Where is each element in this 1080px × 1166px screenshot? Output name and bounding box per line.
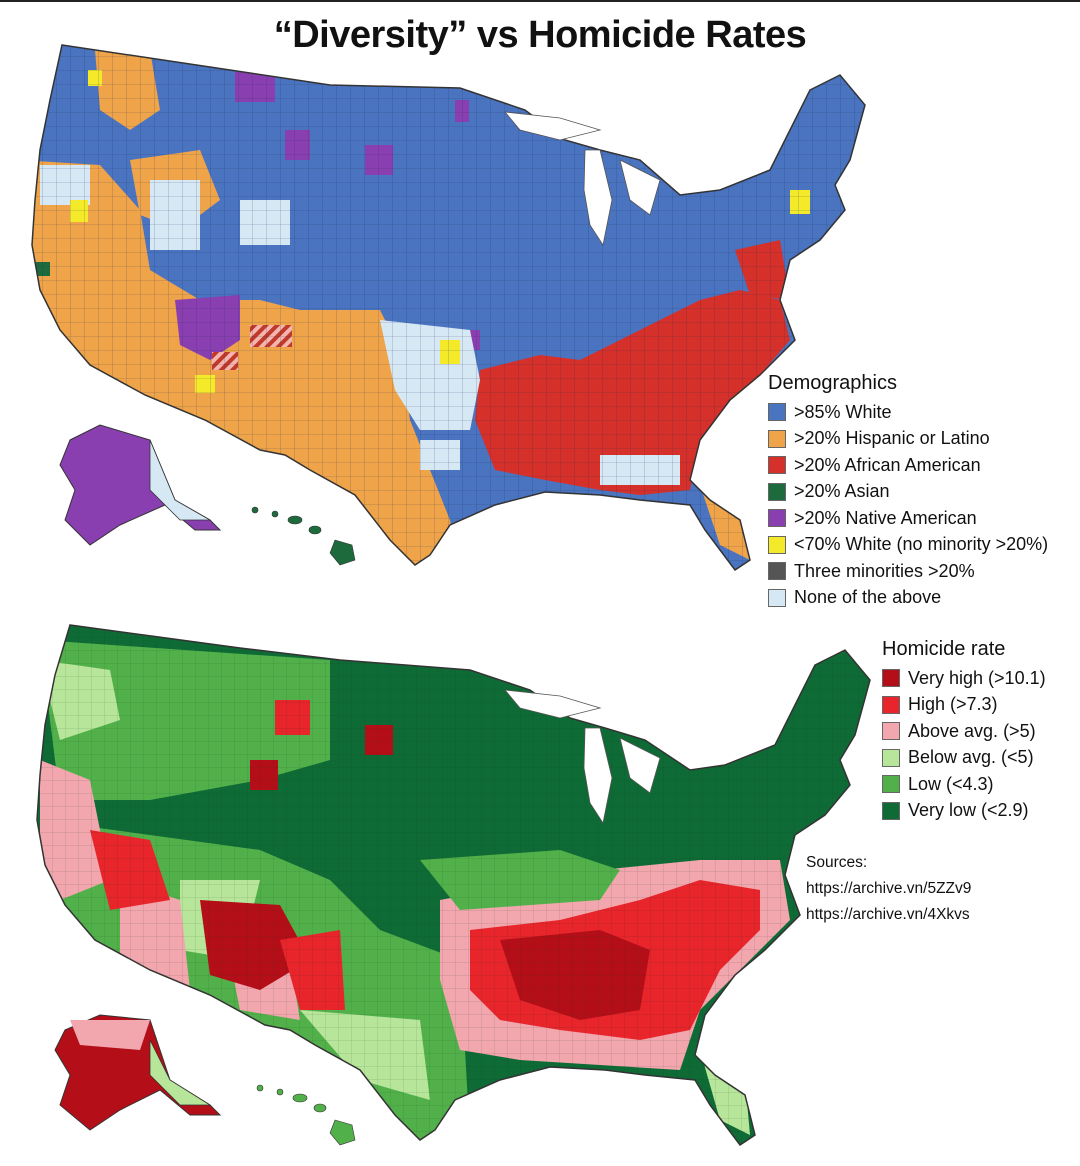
lake-huron-bottom	[619, 737, 661, 794]
legend-label: >85% White	[794, 401, 892, 422]
legend-item-very-high: Very high (>10.1)	[882, 665, 1046, 692]
hawaii	[251, 506, 356, 566]
legend-swatch	[768, 562, 786, 581]
legend-swatch	[882, 722, 900, 741]
source-link[interactable]: https://archive.vn/5ZZv9	[806, 880, 972, 897]
lake-superior-bottom	[504, 689, 602, 719]
sources-block: Sources: https://archive.vn/5ZZv9 https:…	[806, 850, 971, 928]
legend-label: Very low (<2.9)	[908, 800, 1029, 821]
legend-label: >20% African American	[794, 454, 981, 475]
legend-label: Very high (>10.1)	[908, 667, 1046, 688]
legend-item-asian: >20% Asian	[768, 479, 1048, 506]
homicide-legend: Homicide rate Very high (>10.1) High (>7…	[882, 638, 1046, 824]
hawaii-bottom	[256, 1084, 356, 1146]
legend-label: Three minorities >20%	[794, 560, 975, 581]
legend-swatch	[768, 535, 786, 554]
legend-swatch	[768, 403, 786, 422]
legend-item-white: >85% White	[768, 399, 1048, 426]
legend-label: Below avg. (<5)	[908, 747, 1034, 768]
homicide-map	[36, 624, 871, 1146]
legend-swatch	[882, 801, 900, 820]
lake-superior	[504, 111, 602, 141]
legend-swatch	[768, 482, 786, 501]
legend-swatch	[882, 669, 900, 688]
legend-item-below-avg: Below avg. (<5)	[882, 745, 1046, 772]
alaska	[59, 424, 222, 546]
legend-swatch	[768, 588, 786, 607]
homicide-legend-title: Homicide rate	[882, 638, 1006, 660]
legend-label: >20% Hispanic or Latino	[794, 428, 990, 449]
alaska-bottom-pink	[70, 1020, 150, 1050]
legend-item-low: Low (<4.3)	[882, 771, 1046, 798]
legend-swatch	[882, 748, 900, 767]
legend-label: <70% White (no minority >20%)	[794, 534, 1049, 555]
page-title: “Diversity” vs Homicide Rates	[273, 14, 807, 56]
legend-swatch	[768, 509, 786, 528]
lake-michigan	[583, 149, 613, 247]
legend-item-native-american: >20% Native American	[768, 505, 1048, 532]
alaska-southeast	[149, 439, 212, 521]
legend-label: None of the above	[794, 587, 942, 608]
legend-item-mixed: <70% White (no minority >20%)	[768, 532, 1048, 559]
alaska-bottom-southeast	[149, 1039, 212, 1106]
legend-item-african-american: >20% African American	[768, 452, 1048, 479]
lake-michigan-bottom	[583, 727, 613, 825]
legend-item-none: None of the above	[768, 585, 1048, 612]
legend-item-three-minorities: Three minorities >20%	[768, 558, 1048, 585]
lake-huron	[619, 159, 661, 216]
legend-label: Low (<4.3)	[908, 773, 994, 794]
demographics-map	[31, 44, 866, 571]
legend-swatch	[882, 775, 900, 794]
legend-swatch	[882, 695, 900, 714]
legend-swatch	[768, 429, 786, 448]
demographics-legend-title: Demographics	[768, 372, 897, 394]
legend-label: >20% Native American	[794, 507, 977, 528]
legend-label: High (>7.3)	[908, 694, 998, 715]
sources-label: Sources:	[806, 854, 868, 871]
legend-item-above-avg: Above avg. (>5)	[882, 718, 1046, 745]
legend-item-high: High (>7.3)	[882, 692, 1046, 719]
demographics-legend: Demographics >85% White >20% Hispanic or…	[768, 372, 1048, 611]
legend-label: Above avg. (>5)	[908, 720, 1036, 741]
source-link[interactable]: https://archive.vn/4Xkvs	[806, 906, 970, 923]
legend-swatch	[768, 456, 786, 475]
top-border	[0, 0, 1080, 2]
legend-item-hispanic: >20% Hispanic or Latino	[768, 426, 1048, 453]
legend-label: >20% Asian	[794, 481, 890, 502]
legend-item-very-low: Very low (<2.9)	[882, 798, 1046, 825]
